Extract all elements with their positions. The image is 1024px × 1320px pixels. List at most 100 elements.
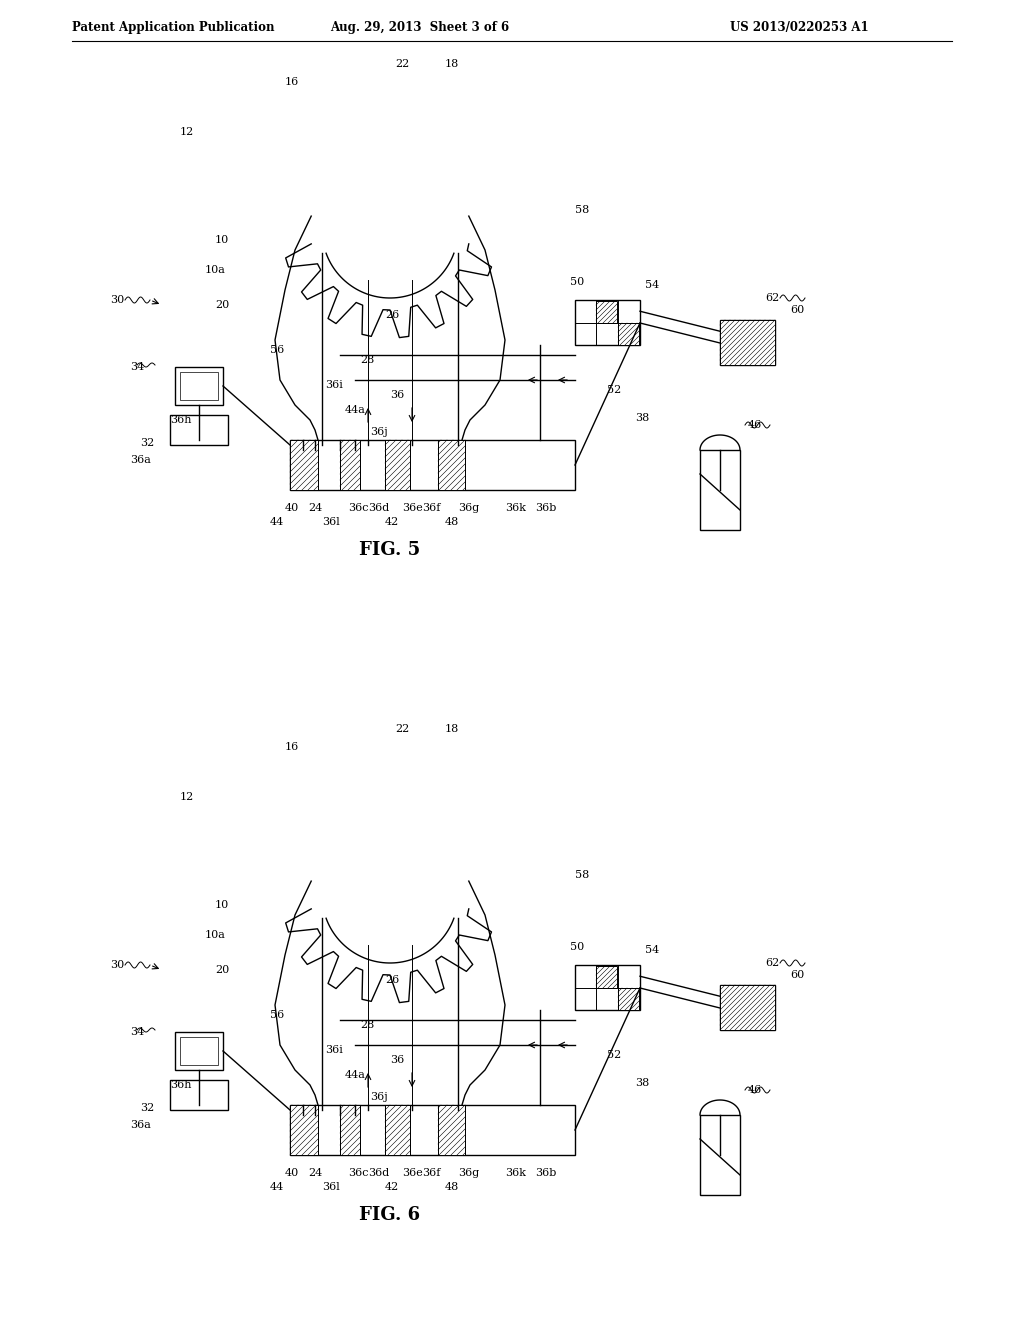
Text: 26: 26 bbox=[385, 975, 399, 985]
Text: 12: 12 bbox=[180, 792, 195, 803]
Text: Patent Application Publication: Patent Application Publication bbox=[72, 21, 274, 33]
Text: 36i: 36i bbox=[325, 1045, 343, 1055]
Bar bbox=[290, 1105, 318, 1155]
Text: 48: 48 bbox=[445, 1181, 459, 1192]
Text: 36k: 36k bbox=[505, 503, 526, 513]
Text: 44a: 44a bbox=[345, 1071, 366, 1080]
Bar bbox=[618, 987, 639, 1010]
Text: 16: 16 bbox=[285, 742, 299, 752]
Text: 10a: 10a bbox=[205, 931, 226, 940]
Text: 34: 34 bbox=[130, 1027, 144, 1038]
Text: 60: 60 bbox=[790, 970, 804, 979]
Text: 32: 32 bbox=[140, 1104, 155, 1113]
Text: 46: 46 bbox=[748, 1085, 762, 1096]
Bar bbox=[720, 985, 775, 1030]
Bar bbox=[700, 1115, 740, 1195]
Text: 36c: 36c bbox=[348, 503, 369, 513]
Text: 28: 28 bbox=[360, 1020, 374, 1030]
Text: 24: 24 bbox=[308, 1168, 323, 1177]
Text: 36i: 36i bbox=[325, 380, 343, 389]
Text: 40: 40 bbox=[285, 503, 299, 513]
Text: 36b: 36b bbox=[535, 1168, 556, 1177]
Text: 32: 32 bbox=[140, 438, 155, 447]
Text: 54: 54 bbox=[645, 280, 659, 290]
Text: 36: 36 bbox=[390, 1055, 404, 1065]
Text: 24: 24 bbox=[308, 503, 323, 513]
Text: 36: 36 bbox=[390, 389, 404, 400]
Text: 36b: 36b bbox=[535, 503, 556, 513]
Text: 62: 62 bbox=[765, 293, 779, 304]
Text: 36d: 36d bbox=[368, 1168, 389, 1177]
Text: 10: 10 bbox=[215, 235, 229, 246]
Text: 34: 34 bbox=[130, 362, 144, 372]
Bar bbox=[175, 367, 223, 405]
Text: 56: 56 bbox=[270, 1010, 285, 1020]
Bar bbox=[180, 1038, 218, 1065]
Text: 36f: 36f bbox=[422, 1168, 440, 1177]
Text: FIG. 5: FIG. 5 bbox=[359, 541, 421, 558]
Text: 18: 18 bbox=[445, 723, 459, 734]
Bar bbox=[340, 440, 360, 490]
Text: 20: 20 bbox=[215, 300, 229, 310]
Text: 16: 16 bbox=[285, 77, 299, 87]
Bar bbox=[720, 319, 775, 366]
Bar bbox=[180, 372, 218, 400]
Text: 52: 52 bbox=[607, 385, 622, 395]
Text: 54: 54 bbox=[645, 945, 659, 954]
Text: 36k: 36k bbox=[505, 1168, 526, 1177]
Bar bbox=[385, 440, 410, 490]
Bar bbox=[720, 319, 775, 366]
Bar bbox=[385, 1105, 410, 1155]
Text: 62: 62 bbox=[765, 958, 779, 968]
Text: 36a: 36a bbox=[130, 1119, 151, 1130]
Bar bbox=[596, 966, 617, 987]
Bar bbox=[170, 1080, 228, 1110]
Text: 42: 42 bbox=[385, 517, 399, 527]
Bar bbox=[618, 323, 639, 345]
Text: 50: 50 bbox=[570, 277, 585, 286]
Text: 36l: 36l bbox=[322, 517, 340, 527]
Text: 38: 38 bbox=[635, 1078, 649, 1088]
Bar bbox=[175, 1032, 223, 1071]
Bar bbox=[596, 301, 617, 323]
Text: 36j: 36j bbox=[370, 1092, 388, 1102]
Text: 46: 46 bbox=[748, 420, 762, 430]
Bar bbox=[438, 1105, 465, 1155]
Text: 36a: 36a bbox=[130, 455, 151, 465]
Text: 60: 60 bbox=[790, 305, 804, 315]
Text: 44: 44 bbox=[270, 1181, 285, 1192]
Bar bbox=[340, 1105, 360, 1155]
Text: US 2013/0220253 A1: US 2013/0220253 A1 bbox=[730, 21, 868, 33]
Text: 30: 30 bbox=[110, 294, 124, 305]
Text: 36d: 36d bbox=[368, 503, 389, 513]
Text: 44a: 44a bbox=[345, 405, 366, 414]
Text: 22: 22 bbox=[395, 723, 410, 734]
Text: 10: 10 bbox=[215, 900, 229, 909]
Text: 50: 50 bbox=[570, 942, 585, 952]
Text: 36j: 36j bbox=[370, 426, 388, 437]
Bar bbox=[700, 450, 740, 531]
Text: 36h: 36h bbox=[170, 1080, 191, 1090]
Text: FIG. 6: FIG. 6 bbox=[359, 1206, 421, 1224]
Text: 18: 18 bbox=[445, 59, 459, 69]
Bar bbox=[290, 1105, 575, 1155]
Text: 56: 56 bbox=[270, 345, 285, 355]
Bar bbox=[720, 985, 775, 1030]
Text: 28: 28 bbox=[360, 355, 374, 366]
Text: 36g: 36g bbox=[458, 503, 479, 513]
Text: 10a: 10a bbox=[205, 265, 226, 275]
Bar bbox=[575, 300, 640, 345]
Text: 36e: 36e bbox=[402, 1168, 423, 1177]
Text: 58: 58 bbox=[575, 870, 589, 880]
Text: 48: 48 bbox=[445, 517, 459, 527]
Text: 42: 42 bbox=[385, 1181, 399, 1192]
Text: 36e: 36e bbox=[402, 503, 423, 513]
Text: 20: 20 bbox=[215, 965, 229, 975]
Text: 36c: 36c bbox=[348, 1168, 369, 1177]
Bar bbox=[575, 965, 640, 1010]
Text: 36l: 36l bbox=[322, 1181, 340, 1192]
Text: Aug. 29, 2013  Sheet 3 of 6: Aug. 29, 2013 Sheet 3 of 6 bbox=[331, 21, 510, 33]
Text: 58: 58 bbox=[575, 205, 589, 215]
Text: 44: 44 bbox=[270, 517, 285, 527]
Bar bbox=[438, 440, 465, 490]
